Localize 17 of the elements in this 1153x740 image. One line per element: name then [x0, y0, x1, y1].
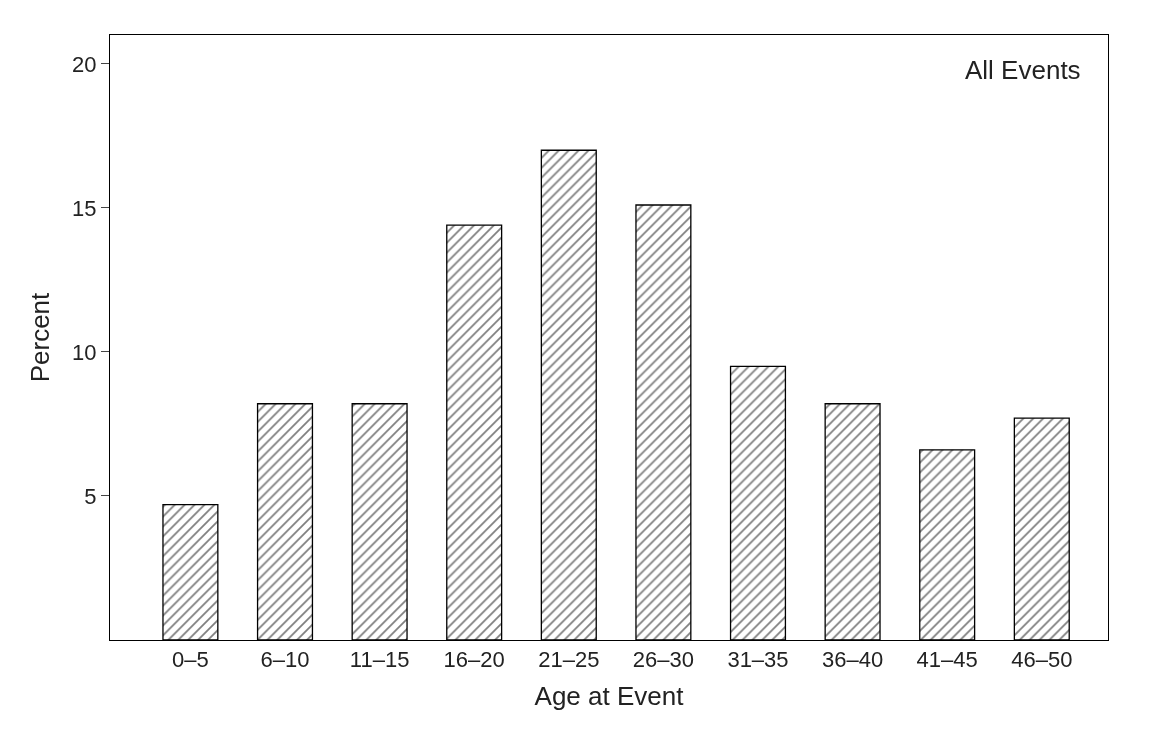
x-tick-label: 31–35	[727, 647, 789, 673]
x-tick-label: 36–40	[822, 647, 884, 673]
y-tick-label: 5	[84, 483, 97, 509]
annotation: All Events	[965, 55, 1081, 85]
x-tick-label: 6–10	[260, 647, 310, 673]
y-tick-label: 20	[72, 51, 97, 77]
x-tick-label: 41–45	[916, 647, 978, 673]
y-axis-title: Percent	[24, 291, 55, 383]
x-tick-label: 0–5	[172, 647, 209, 673]
y-tick-label: 15	[72, 195, 97, 221]
x-tick-label: 26–30	[632, 647, 694, 673]
x-axis-title: Age at Event	[534, 681, 685, 712]
x-tick-label: 46–50	[1011, 647, 1073, 673]
x-tick-label: 16–20	[443, 647, 505, 673]
x-tick-label: 21–25	[538, 647, 600, 673]
y-tick-label: 10	[72, 339, 97, 365]
x-tick-label: 11–15	[349, 647, 410, 673]
